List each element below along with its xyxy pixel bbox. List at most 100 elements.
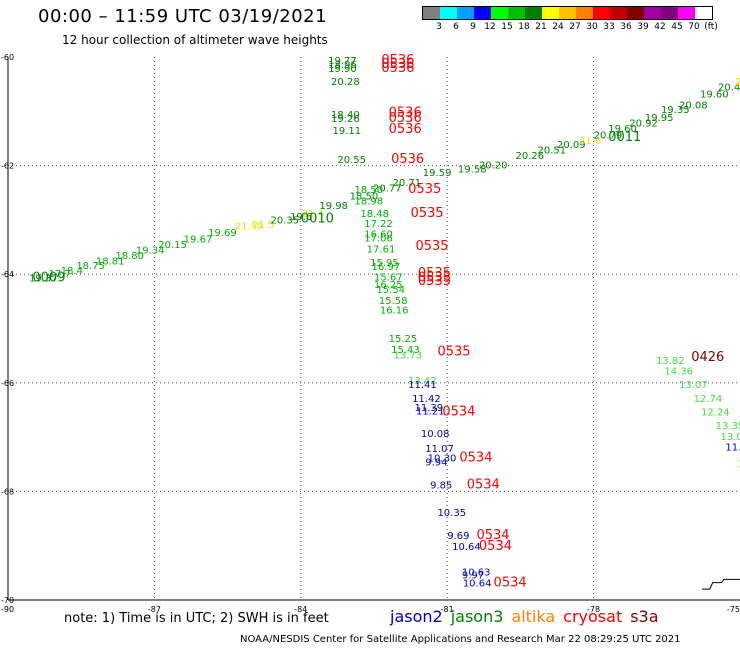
wave-height-point: 13.82 [656, 356, 685, 367]
colorbar-swatch [474, 7, 491, 19]
x-tick-label: -87 [148, 605, 161, 614]
wave-height-point: 9.69 [447, 531, 469, 542]
wave-height-point: 11.94 [725, 443, 740, 454]
colorbar-swatch [559, 7, 576, 19]
colorbar-tick-label: 21 [535, 22, 547, 32]
wave-height-point: 13.35 [716, 421, 740, 432]
time-label: 0009 [32, 270, 65, 285]
colorbar-swatch [576, 7, 593, 19]
legend-item-jason2: jason2 [390, 607, 443, 626]
wave-height-point: 20.28 [331, 77, 360, 88]
time-label: 0535 [418, 266, 451, 281]
time-label: 0426 [691, 350, 724, 365]
wave-height-point: 19.34 [136, 246, 165, 257]
wave-height-point: 18.96 [328, 60, 357, 71]
wave-height-point: 14.36 [664, 367, 693, 378]
wave-height-point: 19.90 [328, 64, 357, 75]
wave-height-point: 18.40 [331, 110, 360, 121]
colorbar-tick-label: 24 [552, 22, 564, 32]
footer-note: note: 1) Time is in UTC; 2) SWH is in fe… [64, 611, 329, 626]
x-tick-label: -81 [441, 605, 454, 614]
time-label: 0536 [381, 53, 414, 68]
wave-height-point: 21.5 [252, 220, 274, 231]
legend-item-cryosat: cryosat [563, 607, 623, 626]
wave-height-point: 17.22 [364, 219, 393, 230]
wave-height-point: 15.67 [374, 273, 403, 284]
x-tick-label: -90 [1, 605, 14, 614]
wave-height-point: 20.09 [557, 140, 586, 151]
y-tick-label: -66 [1, 379, 14, 388]
wave-height-point: 19.77 [328, 56, 357, 67]
legend-item-s3a: s3a [630, 607, 659, 626]
wave-height-point: 10.08 [421, 429, 450, 440]
colorbar-tick-label: 70 [688, 22, 700, 32]
wave-height-point: 19.60 [608, 124, 637, 135]
x-tick-label: -78 [587, 605, 600, 614]
wave-height-point: 13.73 [394, 350, 423, 361]
wave-height-point: 20.41 [718, 83, 740, 94]
time-label: 0011 [608, 130, 641, 145]
time-label: 0535 [415, 239, 448, 254]
time-label: 0535 [408, 182, 441, 197]
colorbar-swatch [525, 7, 542, 19]
colorbar-tick-label: 45 [671, 22, 683, 32]
wave-height-point: 17.61 [367, 244, 396, 255]
colorbar-swatch [423, 7, 440, 19]
time-label: 0535 [418, 274, 451, 289]
wave-height-point: 19.69 [208, 228, 237, 239]
wave-height-point: 12.79 [738, 459, 740, 470]
wave-height-point: 19.98 [319, 201, 348, 212]
time-label: 0536 [381, 61, 414, 76]
colorbar-swatch [695, 7, 712, 19]
time-label: 0536 [389, 106, 422, 121]
wave-height-point: 19.26 [331, 114, 360, 125]
wave-height-point: 19.67 [184, 235, 213, 246]
colorbar-swatch [508, 7, 525, 19]
colorbar-swatch [542, 7, 559, 19]
coastline [701, 578, 740, 590]
time-label: 0534 [476, 528, 509, 543]
wave-height-point: 10.35 [437, 508, 466, 519]
colorbar-tick-label: 15 [501, 22, 513, 32]
wave-height-point: 20.79 [594, 130, 623, 141]
wave-height-point: 20.26 [516, 151, 545, 162]
time-label: 0535 [411, 206, 444, 221]
wave-height-point: 20.15 [158, 240, 187, 251]
colorbar-swatch [491, 7, 508, 19]
wave-height-point: 18.80 [115, 251, 144, 262]
wave-height-point: 19.11 [333, 126, 362, 137]
wave-height-point: 16.97 [372, 262, 401, 273]
wave-height-point: 17.06 [364, 234, 393, 245]
wave-height-point: 10.64 [463, 578, 492, 589]
colorbar [422, 6, 713, 20]
wave-height-point: 20.35 [271, 216, 300, 227]
wave-height-point: 19.60 [700, 90, 729, 101]
wave-height-point: 20.51 [537, 146, 566, 157]
wave-height-point: 9.85 [430, 481, 452, 492]
wave-height-point: 20.71 [393, 178, 422, 189]
legend-item-jason3: jason3 [450, 607, 504, 626]
time-label: 0534 [467, 478, 500, 493]
wave-height-point: 19.37 [29, 273, 58, 284]
wave-height-point: 20.20 [479, 160, 508, 171]
time-label: 0535 [418, 270, 451, 285]
time-label: 0536 [381, 57, 414, 72]
plot-grid [8, 57, 740, 600]
wave-height-point: 20.92 [629, 119, 658, 130]
time-label: 0534 [494, 575, 527, 590]
wave-height-point: 18.50 [350, 191, 379, 202]
wave-height-point: 11.39 [415, 403, 444, 414]
y-tick-label: -62 [1, 162, 14, 171]
y-tick-label: -64 [1, 270, 14, 279]
colorbar-swatch [678, 7, 695, 19]
wave-height-point: 10.63 [462, 568, 491, 579]
colorbar-swatch [644, 7, 661, 19]
colorbar-swatch [661, 7, 678, 19]
wave-height-point: 15.43 [391, 345, 420, 356]
time-label: 0534 [479, 539, 512, 554]
colorbar-labels: 3 6 9 12 15 18 21 24 27 30 33 36 39 42 45 70 (ft) [422, 22, 740, 34]
colorbar-swatch [593, 7, 610, 19]
colorbar-swatch [440, 7, 457, 19]
y-tick-label: -60 [1, 53, 14, 62]
